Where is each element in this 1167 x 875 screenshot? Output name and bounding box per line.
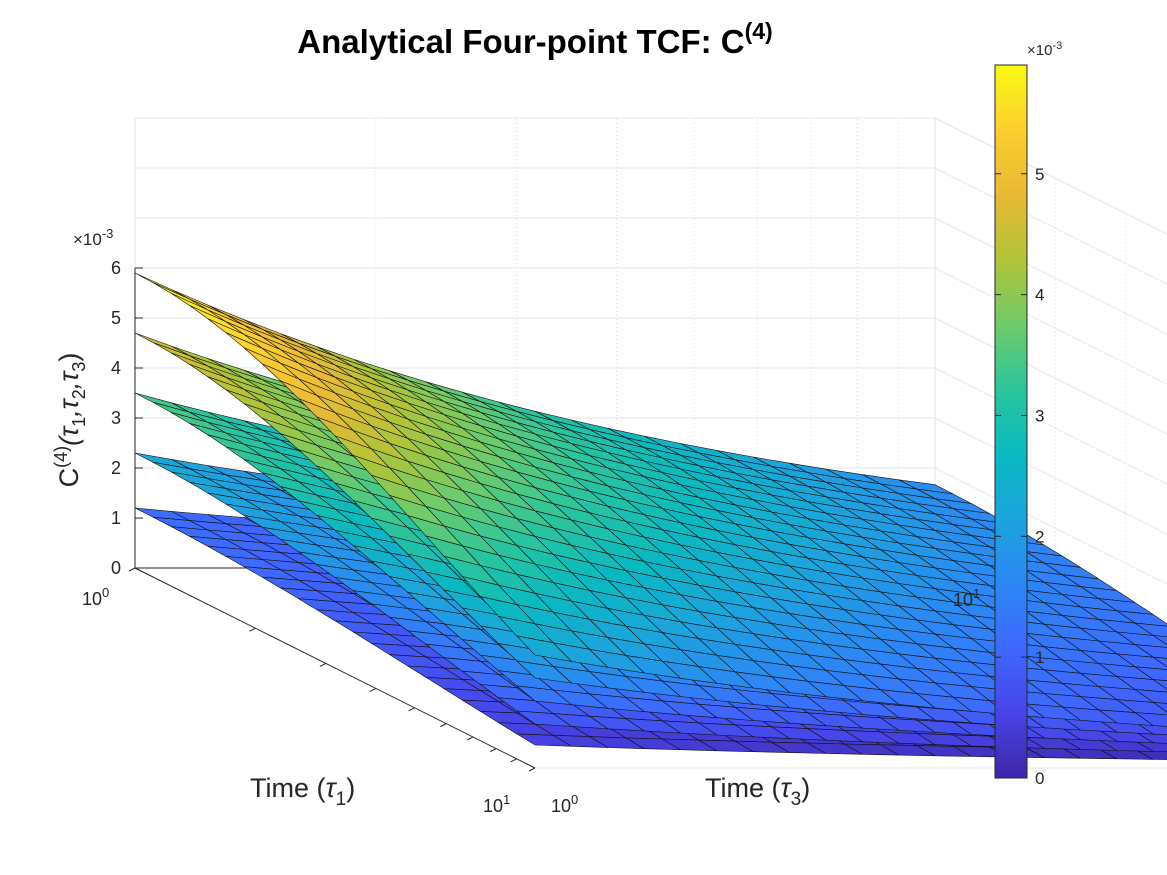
surface-plot [134, 272, 1167, 760]
z-axis-ticks: 0 1 2 3 4 5 6 [111, 258, 121, 578]
colorbar-tick-label: 3 [1035, 406, 1044, 425]
chart-title-superscript: (4) [745, 18, 773, 44]
z-tick-label: 3 [111, 408, 121, 428]
x-tick-mark [319, 662, 327, 667]
x-tick-end: 101 [483, 792, 510, 816]
z-tick-label: 5 [111, 308, 121, 328]
colorbar-tick-label: 4 [1035, 286, 1044, 305]
x-tick-mark [408, 707, 415, 712]
x-tick-mark [369, 687, 377, 692]
surface-cell [134, 332, 190, 356]
x-tick-mark [128, 567, 136, 572]
surface-cell [515, 710, 573, 727]
z-tick-label: 0 [111, 558, 121, 578]
x-tick-start: 100 [82, 585, 109, 609]
z-tick-label: 2 [111, 458, 121, 478]
axis-back-line [934, 117, 1167, 235]
colorbar [994, 64, 1028, 779]
x-tick-mark [510, 758, 517, 763]
surface-cell [134, 392, 190, 413]
surface-cell [515, 635, 573, 662]
surface-cell [171, 293, 227, 322]
z-grid-line [135, 117, 1167, 235]
surface-sheet-tau2-1 [134, 272, 1167, 727]
z-tick-label: 1 [111, 508, 121, 528]
axis-line [134, 567, 536, 769]
z-grid-line [135, 317, 1167, 435]
colorbar-tick-label: 5 [1035, 165, 1044, 184]
y-tick-start: 100 [551, 792, 578, 816]
z-tick-label: 4 [111, 358, 121, 378]
x-tick-mark [466, 736, 474, 741]
x-tick-mark [528, 767, 536, 772]
x-tick-mark [249, 627, 256, 632]
surface-cell [515, 685, 573, 706]
x-tick-mark [490, 748, 497, 753]
colorbar-exponent: ×10-3 [1027, 40, 1062, 59]
z-tick-label: 6 [111, 258, 121, 278]
surface-cell [153, 282, 208, 311]
colorbar-tick-label: 2 [1035, 527, 1044, 546]
x-axis-label: Time (τ1) [250, 773, 355, 810]
surface-cell [153, 342, 208, 367]
surface-cell [515, 733, 573, 747]
colorbar-tick-label: 1 [1035, 648, 1044, 667]
y-axis-label: Time (τ3) [705, 773, 810, 810]
colorbar-tick-label: 0 [1035, 769, 1044, 788]
z-grid-line [135, 217, 1167, 335]
colorbar-bar [994, 64, 1028, 779]
chart-title: Analytical Four-point TCF: C(4) [297, 18, 772, 60]
y-tick-end: 101 [953, 586, 980, 610]
chart-title-main: Analytical Four-point TCF: C [297, 23, 744, 60]
surface-cell [515, 660, 573, 684]
colorbar-ticks: 0 1 2 3 4 5 [995, 165, 1044, 788]
z-axis-exponent: ×10-3 [73, 226, 113, 249]
x-tick-mark [440, 723, 447, 728]
z-axis-label: C(4)(τ1,τ2,τ3) [51, 353, 89, 488]
